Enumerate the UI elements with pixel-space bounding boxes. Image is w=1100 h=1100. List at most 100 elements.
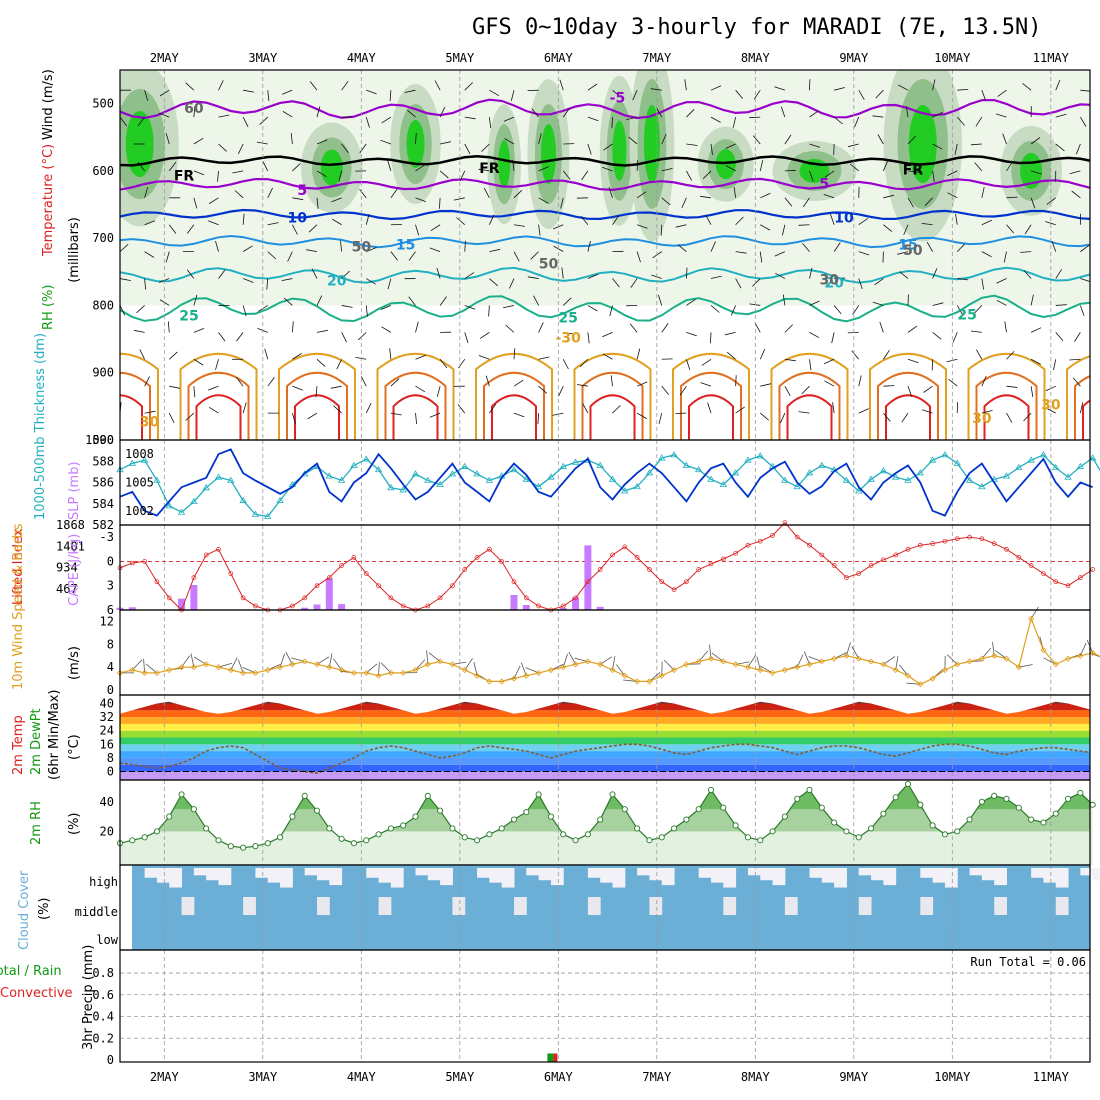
wind-barb (381, 326, 392, 333)
rh-point (289, 813, 296, 820)
bottom-date-label: 10MAY (934, 1070, 971, 1084)
rh-point (707, 786, 715, 793)
wind-barb (193, 358, 204, 366)
rh-point (584, 831, 591, 838)
rh-point (769, 828, 776, 835)
precip-total-bar (547, 1053, 554, 1062)
bottom-date-label: 5MAY (445, 1070, 475, 1084)
bottom-date-label: 9MAY (839, 1070, 869, 1084)
y-axis-label: (millibars) (67, 217, 82, 283)
wind-barb (587, 116, 599, 122)
lifted-index-point (142, 559, 147, 564)
wind-barb (218, 269, 226, 279)
wind-barb (685, 267, 688, 279)
temperature-contour (975, 372, 1038, 440)
wind-barb (266, 278, 269, 290)
wind-barb (663, 659, 675, 671)
cape-bar (301, 607, 309, 610)
thickness-point (904, 476, 912, 483)
wind-barb (1006, 196, 1018, 199)
thickness-point (1015, 463, 1023, 471)
wind-barb (612, 89, 622, 98)
wind-barb (883, 224, 893, 232)
top-date-label: 4MAY (347, 51, 377, 65)
wind-barb (1030, 358, 1041, 365)
lifted-index-point (1016, 555, 1022, 560)
wind-barb (809, 267, 813, 279)
temp-band (120, 737, 1090, 745)
lifted-index-point (240, 595, 246, 601)
wind-barb (760, 383, 772, 387)
y-axis-label: Total / Rain (0, 964, 62, 979)
thickness-point (744, 456, 752, 463)
temp-band (120, 771, 1090, 780)
wind-barb (877, 134, 884, 145)
lifted-index-point (129, 560, 135, 566)
wind-barb (759, 251, 763, 263)
cloud-high-gap (760, 868, 774, 881)
wind-barb (874, 278, 884, 286)
wind-barb (510, 90, 515, 101)
lifted-index-point (228, 571, 234, 576)
cloud-mid-gap (784, 897, 798, 915)
thickness-point (239, 496, 247, 503)
wind-barb (341, 332, 347, 343)
wind-barb (290, 133, 293, 145)
wind-barb (684, 79, 687, 91)
wind-barb (686, 298, 696, 306)
wind-speed-point (1052, 661, 1059, 668)
thickness-point (1088, 454, 1097, 461)
cape-bar (190, 584, 198, 610)
wind-barb (612, 215, 620, 225)
top-date-axis: 2MAY 3MAY 4MAY 5MAY 6MAY 7MAY 8MAY 9MAY 10MAY 11M… (150, 51, 1070, 65)
thickness-point (1052, 463, 1060, 471)
temperature-contour (376, 352, 455, 440)
wind-barb (193, 170, 205, 176)
wind-barb (774, 86, 785, 91)
contour-label: 30 (140, 415, 160, 431)
lifted-index-point (794, 534, 800, 540)
wind-speed-point (547, 666, 555, 674)
y-tick-label: 0 (107, 683, 114, 697)
wind-barb (981, 219, 992, 226)
temperature-contour (195, 394, 242, 440)
temperature-contour (120, 266, 1090, 284)
wind-barb (489, 214, 495, 225)
wind-barb (907, 197, 914, 208)
wind-barb (561, 267, 564, 279)
wind-barb (802, 197, 810, 208)
wind-barb (440, 141, 451, 145)
wind-barb (120, 116, 127, 127)
wind-barb (489, 248, 501, 253)
contour-label: -5 (610, 90, 626, 106)
wind-barb (181, 655, 190, 668)
wind-barb (725, 165, 736, 172)
cloud-high-gap (550, 868, 564, 886)
wind-barb (316, 197, 319, 209)
dewpoint-line (120, 743, 1090, 775)
cloud-high-gap (932, 868, 946, 883)
wind-barb (1069, 358, 1081, 361)
wind-barb (509, 278, 515, 289)
wind-barb (208, 385, 219, 391)
bottom-date-label: 6MAY (544, 1070, 574, 1084)
cloud-mid-gap (378, 897, 392, 915)
wind-barb (973, 305, 983, 314)
wind-barb (947, 170, 958, 176)
y-tick-label: 1000 (85, 433, 114, 447)
wind-barb (612, 405, 621, 414)
cape-bar (522, 604, 530, 610)
cloud-high-gap (440, 868, 453, 886)
wind-speed-point (609, 666, 616, 674)
wind-barb (1046, 197, 1056, 205)
wind-barb (513, 348, 516, 360)
temperature-contour (392, 394, 439, 440)
lifted-index-point (622, 544, 628, 550)
wind-barb (784, 324, 793, 333)
wind-barb (390, 188, 398, 199)
lifted-index-point (597, 567, 603, 572)
thickness-point (534, 482, 543, 490)
wind-speed-point (917, 681, 924, 688)
lifted-index-point (647, 567, 652, 572)
lifted-index-point (757, 538, 763, 544)
